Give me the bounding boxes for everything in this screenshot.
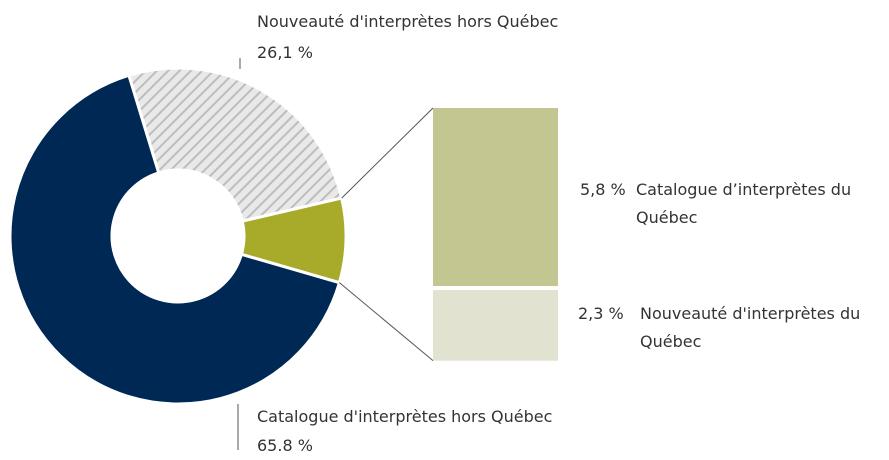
connector xyxy=(341,107,434,199)
breakdown-bar xyxy=(433,108,558,287)
donut-segment xyxy=(127,66,344,223)
value-label: 26,1 % xyxy=(257,43,313,62)
value-label: 2,3 % xyxy=(578,304,624,323)
value-label: 65.8 % xyxy=(257,436,313,455)
category-label: Nouveauté d'interprètes du Québec xyxy=(640,304,861,351)
category-label: Catalogue d'interprètes hors Québec xyxy=(257,407,553,426)
category-label: Nouveauté d'interprètes hors Québec xyxy=(257,12,559,31)
donut-segment xyxy=(8,73,342,406)
connector xyxy=(339,282,434,362)
value-label: 5,8 % xyxy=(580,180,626,199)
category-label: Catalogue d’interprètes du Québec xyxy=(636,180,852,227)
breakdown-bar xyxy=(433,290,558,361)
